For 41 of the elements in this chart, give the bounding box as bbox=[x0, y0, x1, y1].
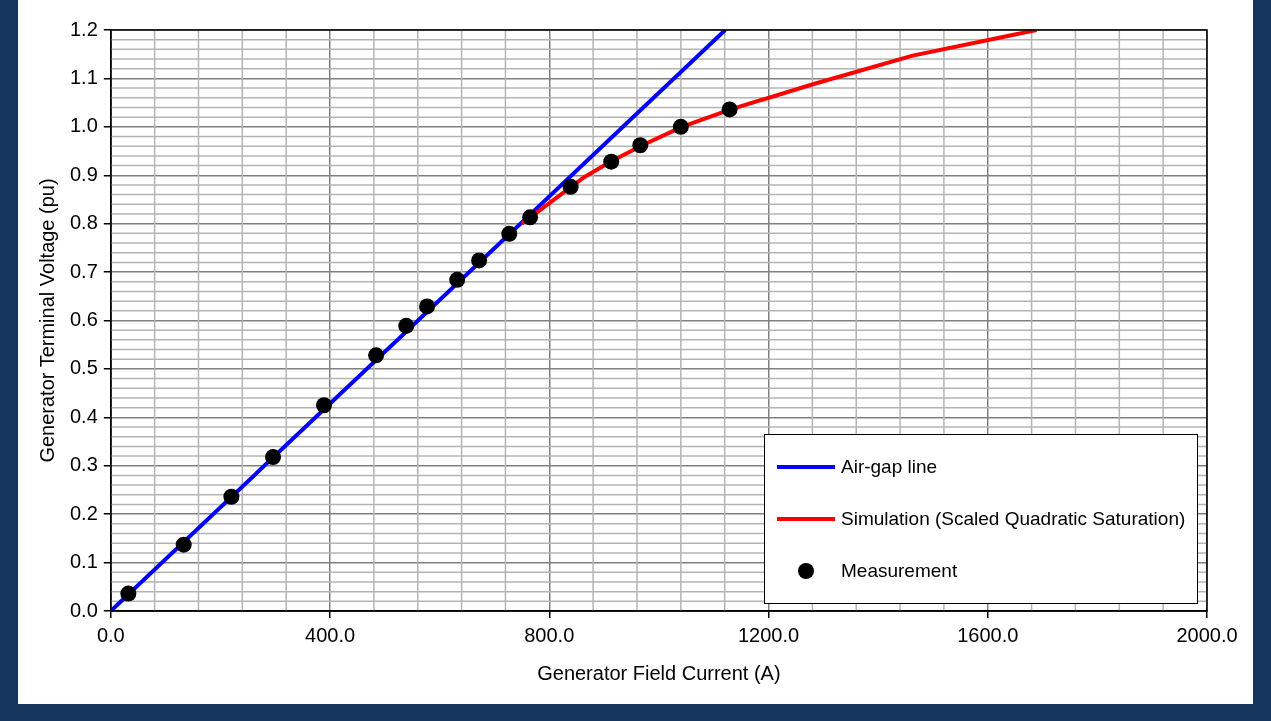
point bbox=[562, 178, 579, 195]
point bbox=[603, 153, 620, 170]
y-tick-label: 0.8 bbox=[69, 211, 98, 234]
y-axis-title: Generator Terminal Voltage (pu) bbox=[35, 178, 58, 463]
point bbox=[721, 101, 738, 118]
y-tick-label: 0.0 bbox=[69, 598, 98, 621]
x-tick-label: 0.0 bbox=[96, 623, 125, 646]
y-tick-label: 0.7 bbox=[69, 259, 98, 282]
point bbox=[449, 271, 466, 288]
point bbox=[120, 585, 137, 602]
point bbox=[522, 209, 539, 226]
y-tick-label: 0.2 bbox=[69, 501, 98, 524]
point bbox=[672, 118, 689, 135]
point bbox=[632, 137, 649, 154]
legend-label: Simulation (Scaled Quadratic Saturation) bbox=[841, 508, 1186, 530]
legend-label: Air-gap line bbox=[841, 456, 938, 478]
y-tick-label: 0.9 bbox=[69, 162, 98, 185]
x-tick-label: 400.0 bbox=[305, 623, 356, 646]
x-tick-label: 1200.0 bbox=[737, 623, 800, 646]
point bbox=[368, 347, 385, 364]
y-tick-label: 1.0 bbox=[69, 114, 98, 137]
y-tick-label: 0.1 bbox=[69, 550, 98, 573]
y-tick-label: 1.2 bbox=[69, 17, 98, 40]
point bbox=[419, 298, 436, 315]
y-tick-label: 0.6 bbox=[69, 308, 98, 331]
point bbox=[265, 449, 282, 466]
x-tick-label: 1600.0 bbox=[957, 623, 1019, 646]
y-tick-label: 0.3 bbox=[69, 453, 98, 476]
point bbox=[223, 488, 240, 505]
point bbox=[501, 225, 518, 242]
y-tick-label: 0.4 bbox=[69, 404, 98, 427]
legend-label: Measurement bbox=[841, 560, 958, 582]
x-axis-title: Generator Field Current (A) bbox=[537, 661, 781, 684]
point bbox=[316, 397, 333, 414]
x-tick-label: 2000.0 bbox=[1176, 623, 1238, 646]
x-tick-label: 800.0 bbox=[524, 623, 575, 646]
y-tick-label: 1.1 bbox=[69, 65, 98, 88]
point bbox=[471, 252, 488, 269]
point bbox=[175, 536, 192, 553]
y-tick-label: 0.5 bbox=[69, 356, 98, 379]
point bbox=[398, 317, 415, 334]
